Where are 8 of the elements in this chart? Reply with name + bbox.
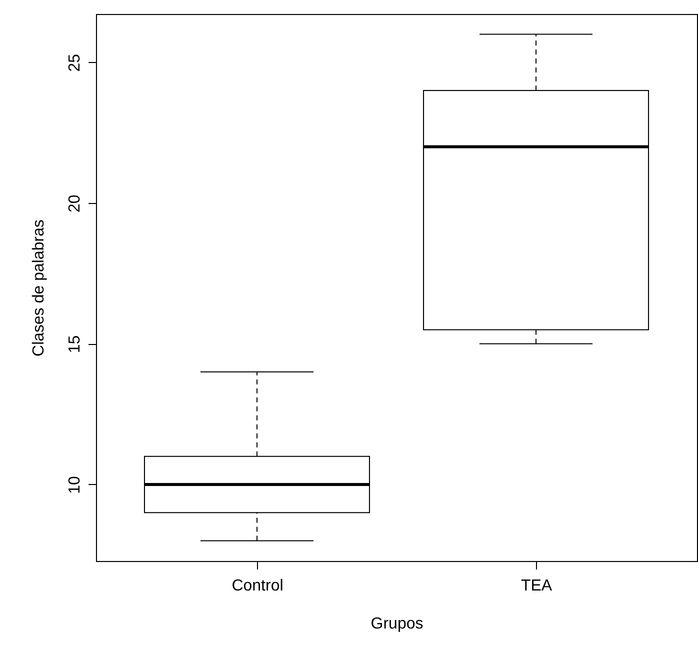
- y-tick-label: 10: [66, 476, 84, 494]
- y-tick-label: 20: [66, 194, 84, 212]
- y-tick-label: 25: [66, 54, 84, 72]
- y-axis-title: Clases de palabras: [30, 220, 48, 356]
- x-tick-label: TEA: [520, 578, 552, 594]
- x-tick-label: Control: [232, 578, 284, 594]
- x-axis-title: Grupos: [370, 616, 424, 632]
- y-tick-label: 15: [66, 335, 84, 354]
